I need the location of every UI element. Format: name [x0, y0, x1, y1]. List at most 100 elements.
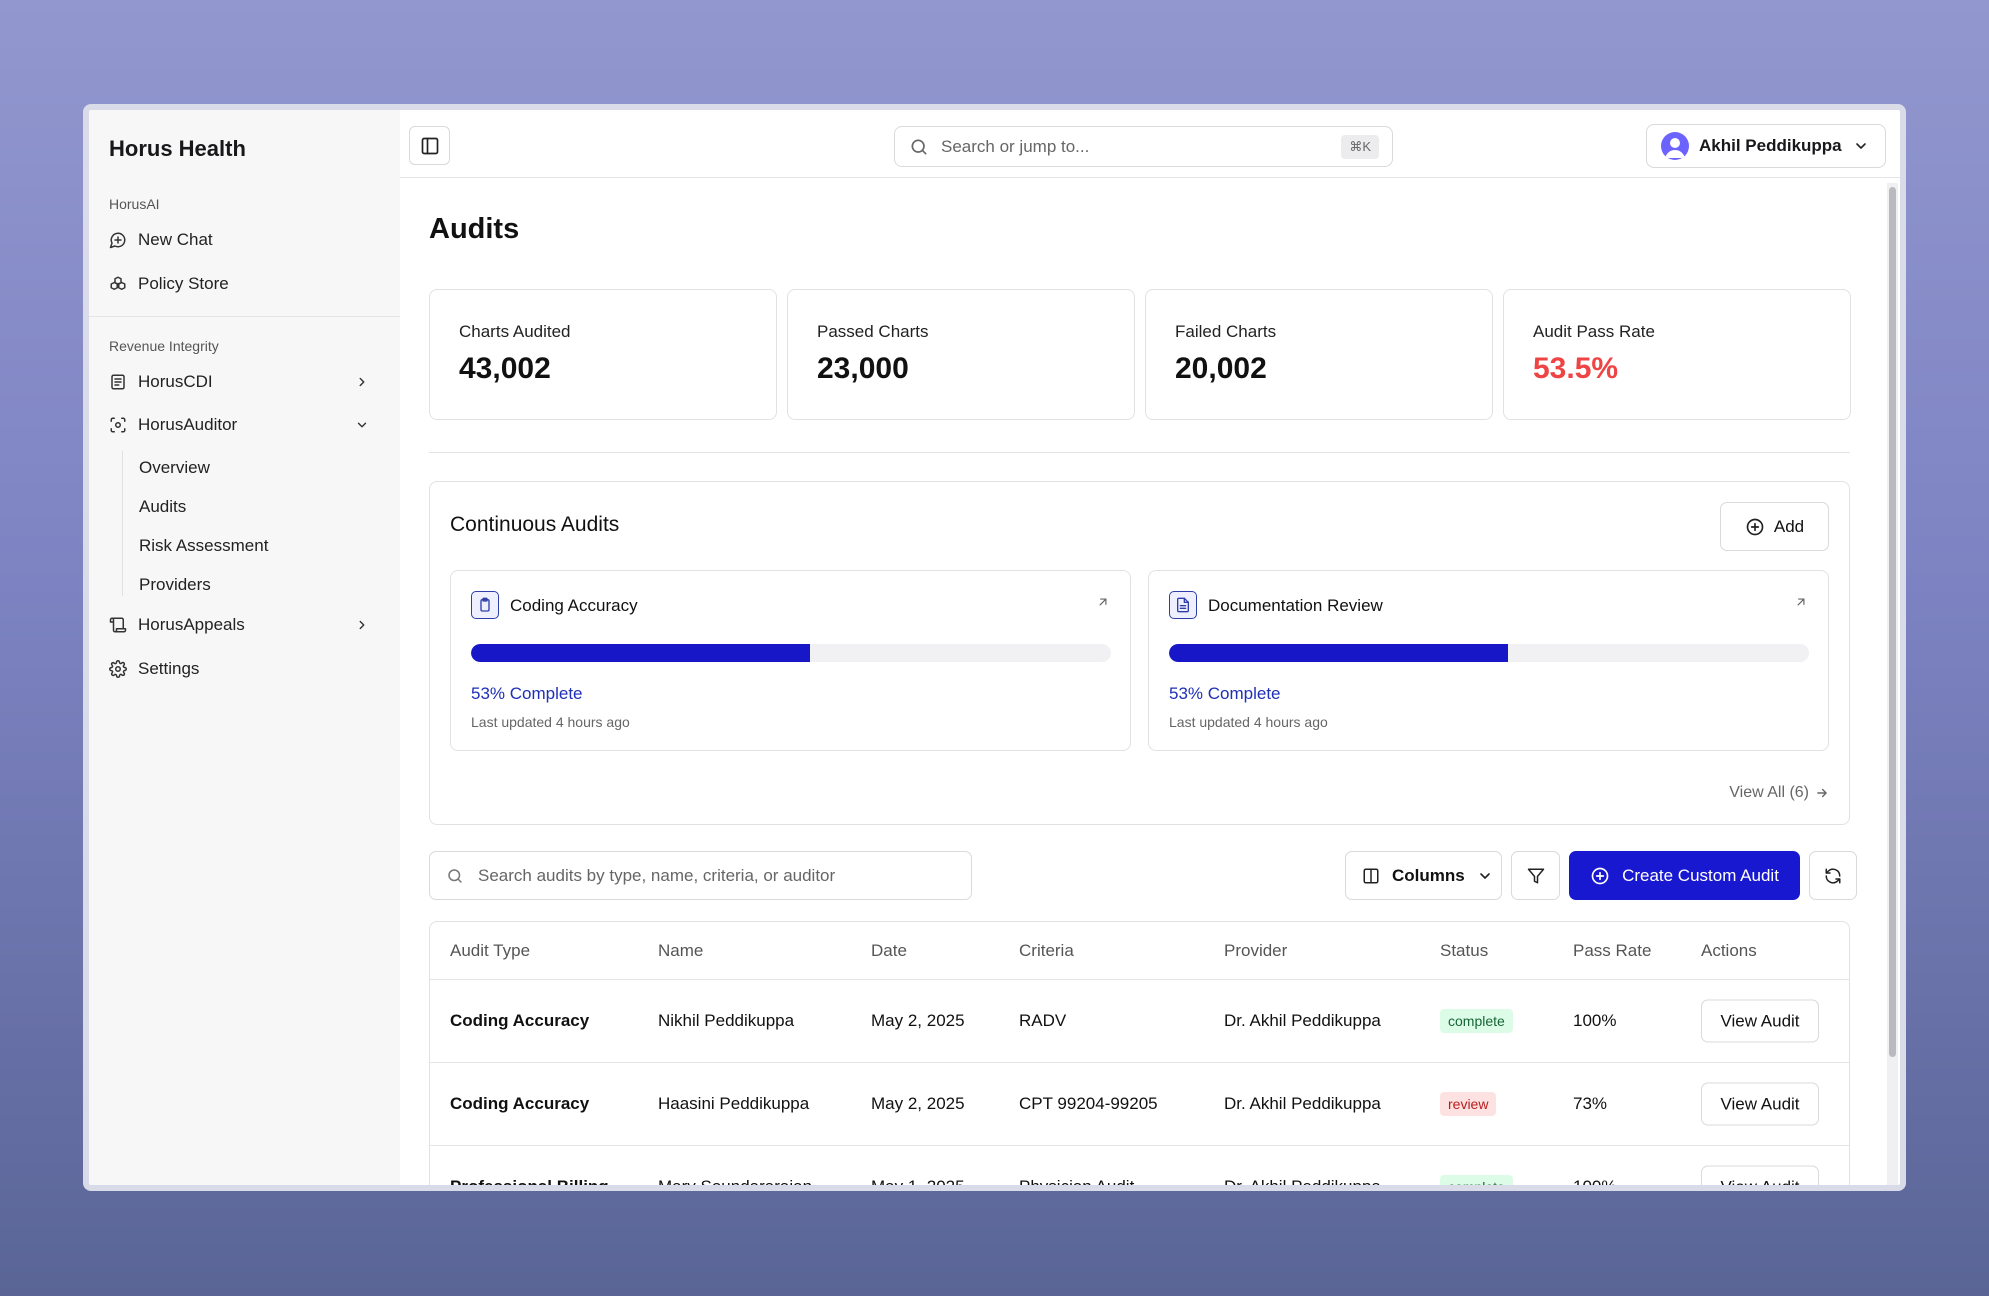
refresh-button[interactable] — [1809, 851, 1857, 900]
view-audit-button[interactable]: View Audit — [1701, 1082, 1819, 1126]
column-header-date[interactable]: Date — [871, 940, 907, 960]
column-header-status[interactable]: Status — [1440, 940, 1489, 960]
column-header-criteria[interactable]: Criteria — [1019, 940, 1074, 960]
stat-card-audit-pass-rate: Audit Pass Rate 53.5% — [1503, 289, 1851, 420]
sidebar-item-label: HorusAuditor — [138, 415, 238, 434]
sidebar-item-horuscdi[interactable]: HorusCDI — [109, 364, 385, 400]
audits-table: Audit Type Name Date Criteria Provider S… — [429, 921, 1850, 1185]
avatar — [1661, 132, 1689, 160]
chevron-down-icon — [1853, 138, 1869, 154]
last-updated: Last updated 4 hours ago — [471, 714, 630, 730]
create-custom-audit-button[interactable]: Create Custom Audit — [1569, 851, 1800, 900]
sidebar-item-horusauditor[interactable]: HorusAuditor — [109, 407, 385, 443]
table-header: Audit Type Name Date Criteria Provider S… — [430, 922, 1849, 980]
stat-value: 20,002 — [1175, 352, 1267, 385]
column-header-name[interactable]: Name — [658, 940, 704, 960]
main-area: Search or jump to... ⌘K Akhil Peddikuppa… — [400, 110, 1900, 1185]
section-divider — [429, 452, 1850, 453]
section-label-horusai: HorusAI — [109, 196, 160, 212]
sidebar-subitem-providers[interactable]: Providers — [139, 575, 211, 594]
sidebar-item-label: HorusAppeals — [138, 615, 245, 634]
sidebar-subitem-risk-assessment[interactable]: Risk Assessment — [139, 536, 269, 555]
shortcut-badge: ⌘K — [1341, 135, 1379, 159]
cell-criteria: RADV — [1019, 1011, 1067, 1030]
cell-audit-type: Coding Accuracy — [450, 1094, 590, 1113]
stat-card-failed-charts: Failed Charts 20,002 — [1145, 289, 1493, 420]
table-row: Coding Accuracy Haasini Peddikuppa May 2… — [430, 1063, 1849, 1146]
plus-circle-icon — [1745, 517, 1774, 537]
columns-button[interactable]: Columns — [1345, 851, 1502, 900]
sidebar-subitem-overview[interactable]: Overview — [139, 458, 210, 477]
vertical-scrollbar[interactable] — [1887, 183, 1898, 1185]
cell-date: May 2, 2025 — [871, 1094, 965, 1113]
columns-icon — [1362, 867, 1380, 885]
arrow-up-right-icon[interactable] — [1794, 595, 1808, 614]
refresh-icon — [1824, 867, 1842, 885]
card-title: Documentation Review — [1208, 596, 1383, 615]
cell-name: Nikhil Peddikuppa — [658, 1011, 795, 1030]
stat-value: 23,000 — [817, 352, 909, 385]
cell-provider: Dr. Akhil Peddikuppa — [1224, 1177, 1381, 1185]
scroll-thumb[interactable] — [1889, 187, 1896, 1057]
table-row: Coding Accuracy Nikhil Peddikuppa May 2,… — [430, 980, 1849, 1063]
brand-title: Horus Health — [109, 136, 246, 161]
create-custom-audit-label: Create Custom Audit — [1622, 865, 1779, 885]
view-all-link[interactable]: View All (6) — [1729, 784, 1829, 802]
filter-icon — [1527, 867, 1545, 885]
panel-left-icon — [420, 136, 440, 156]
sidebar-item-label: Policy Store — [138, 274, 229, 293]
progress-label: 53% Complete — [471, 684, 583, 703]
add-button[interactable]: Add — [1720, 502, 1829, 551]
clipboard-icon — [471, 591, 499, 619]
sidebar-item-new-chat[interactable]: New Chat — [109, 222, 385, 258]
global-search-placeholder: Search or jump to... — [941, 136, 1090, 156]
progress-fill — [471, 644, 811, 662]
stat-label: Failed Charts — [1175, 322, 1277, 341]
column-header-actions: Actions — [1701, 940, 1757, 960]
cell-criteria: Physician Audit — [1019, 1177, 1134, 1185]
sidebar-item-horusappeals[interactable]: HorusAppeals — [109, 607, 385, 643]
add-button-label: Add — [1773, 516, 1805, 536]
sidebar-toggle-button[interactable] — [409, 126, 450, 165]
sidebar-item-policy-store[interactable]: Policy Store — [109, 266, 385, 302]
cell-pass-rate: 100% — [1573, 1177, 1616, 1185]
chevron-right-icon — [353, 373, 371, 391]
stat-label: Audit Pass Rate — [1533, 322, 1655, 341]
columns-label: Columns — [1392, 865, 1465, 885]
view-audit-button[interactable]: View Audit — [1701, 999, 1819, 1043]
user-name: Akhil Peddikuppa — [1699, 136, 1842, 155]
sidebar-divider — [89, 316, 400, 317]
document-icon — [1169, 591, 1197, 619]
progress-label: 53% Complete — [1169, 684, 1281, 703]
view-all-label: View All (6) — [1729, 784, 1809, 801]
view-audit-button[interactable]: View Audit — [1701, 1165, 1819, 1185]
stat-label: Charts Audited — [459, 322, 571, 341]
audit-search-input[interactable]: Search audits by type, name, criteria, o… — [429, 851, 972, 900]
cell-pass-rate: 100% — [1573, 1011, 1617, 1030]
sidebar-item-settings[interactable]: Settings — [109, 651, 385, 687]
continuous-audit-card-coding-accuracy[interactable]: Coding Accuracy 53% Complete Last update… — [450, 570, 1131, 751]
global-search-input[interactable]: Search or jump to... ⌘K — [894, 126, 1393, 167]
chevron-right-icon — [353, 616, 371, 634]
sidebar-item-label: HorusCDI — [138, 372, 213, 391]
arrow-up-right-icon[interactable] — [1096, 595, 1110, 614]
stat-value: 43,002 — [459, 352, 551, 385]
plus-circle-icon — [1590, 866, 1622, 886]
chevron-down-icon — [353, 416, 371, 434]
cell-pass-rate: 73% — [1573, 1094, 1608, 1113]
continuous-audits-panel: Continuous Audits Add Coding Accuracy — [429, 481, 1850, 825]
stat-value: 53.5% — [1533, 352, 1619, 385]
cell-date: May 1, 2025 — [871, 1177, 965, 1185]
column-header-pass-rate[interactable]: Pass Rate — [1573, 940, 1652, 960]
cell-date: May 2, 2025 — [871, 1011, 965, 1030]
chevron-down-icon — [1477, 868, 1493, 884]
cell-name: Haasini Peddikuppa — [658, 1094, 810, 1113]
sidebar-subitem-audits[interactable]: Audits — [139, 497, 187, 516]
card-title: Coding Accuracy — [510, 596, 638, 615]
continuous-audit-card-documentation-review[interactable]: Documentation Review 53% Complete Last u… — [1148, 570, 1829, 751]
filter-button[interactable] — [1511, 851, 1560, 900]
top-bar: Search or jump to... ⌘K Akhil Peddikuppa — [400, 110, 1900, 178]
user-menu-button[interactable]: Akhil Peddikuppa — [1646, 124, 1886, 168]
column-header-provider[interactable]: Provider — [1224, 940, 1288, 960]
column-header-audit-type[interactable]: Audit Type — [450, 940, 531, 960]
